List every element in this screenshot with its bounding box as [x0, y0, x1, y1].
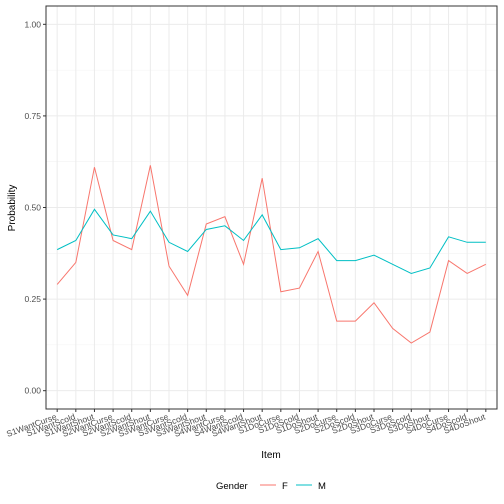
y-tick-label: 1.00 — [24, 19, 41, 29]
y-axis: 0.00 0.25 0.50 0.75 1.00 — [24, 19, 46, 396]
legend-label-f: F — [282, 481, 288, 492]
series-line-m — [56, 208, 486, 274]
series-line-f — [56, 165, 487, 344]
series-lines — [56, 165, 487, 344]
y-tick-label: 0.00 — [24, 386, 41, 396]
minor-gridlines — [46, 69, 497, 346]
legend-label-m: M — [318, 481, 326, 492]
y-tick-label: 0.50 — [24, 203, 41, 213]
legend-title: Gender — [216, 481, 248, 492]
y-axis-title: Probability — [7, 185, 18, 232]
major-gridlines — [46, 6, 497, 409]
y-tick-label: 0.75 — [24, 111, 41, 121]
x-axis-title: Item — [261, 450, 280, 461]
y-tick-label: 0.25 — [24, 294, 41, 304]
